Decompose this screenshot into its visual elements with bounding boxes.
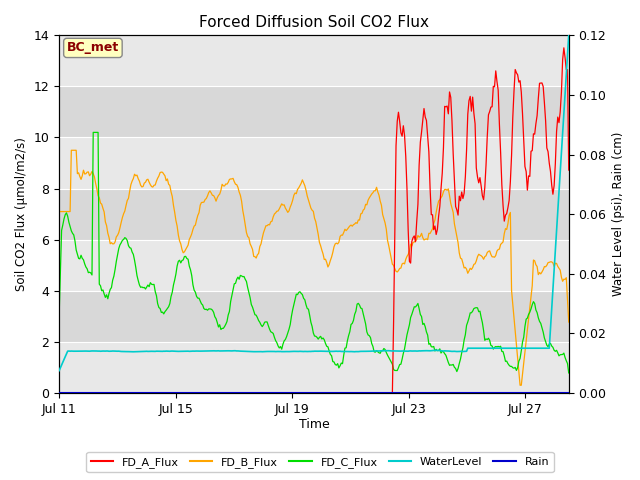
Y-axis label: Water Level (psi), Rain (cm): Water Level (psi), Rain (cm)	[612, 132, 625, 296]
Bar	[59, 189, 569, 240]
Text: BC_met: BC_met	[67, 41, 119, 54]
Y-axis label: Soil CO2 Flux (μmol/m2/s): Soil CO2 Flux (μmol/m2/s)	[15, 137, 28, 291]
X-axis label: Time: Time	[299, 419, 330, 432]
Title: Forced Diffusion Soil CO2 Flux: Forced Diffusion Soil CO2 Flux	[199, 15, 429, 30]
Bar	[59, 342, 569, 393]
Bar	[59, 240, 569, 291]
Bar	[59, 291, 569, 342]
Bar	[59, 36, 569, 86]
Bar	[59, 137, 569, 189]
Legend: FD_A_Flux, FD_B_Flux, FD_C_Flux, WaterLevel, Rain: FD_A_Flux, FD_B_Flux, FD_C_Flux, WaterLe…	[86, 452, 554, 472]
Bar	[59, 86, 569, 137]
